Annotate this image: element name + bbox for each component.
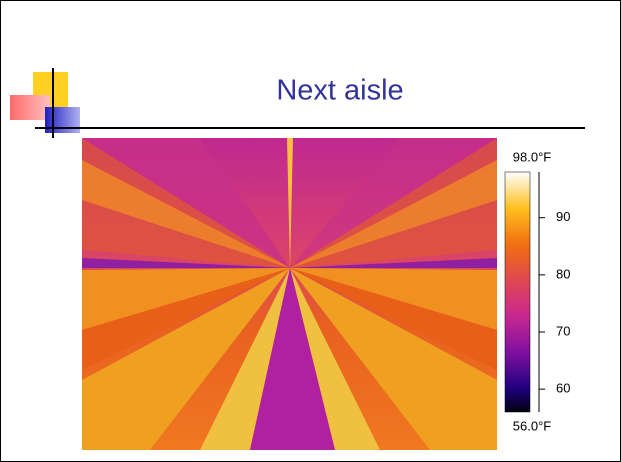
slide-title: Next aisle [276,75,403,107]
colorbar [505,172,530,412]
colorbar-min-label: 56.0°F [513,418,552,433]
decor-square [45,107,80,133]
colorbar-max-label: 98.0°F [513,149,552,164]
slide: Next aisle 56.0°F 98.0°F 60 70 80 90 [0,0,621,462]
tick-label: 90 [556,209,570,224]
tick-label: 80 [556,266,570,281]
tick-label: 60 [556,381,570,396]
decor-square [10,95,50,120]
tick-label: 70 [556,323,570,338]
thermal-image [82,138,497,450]
